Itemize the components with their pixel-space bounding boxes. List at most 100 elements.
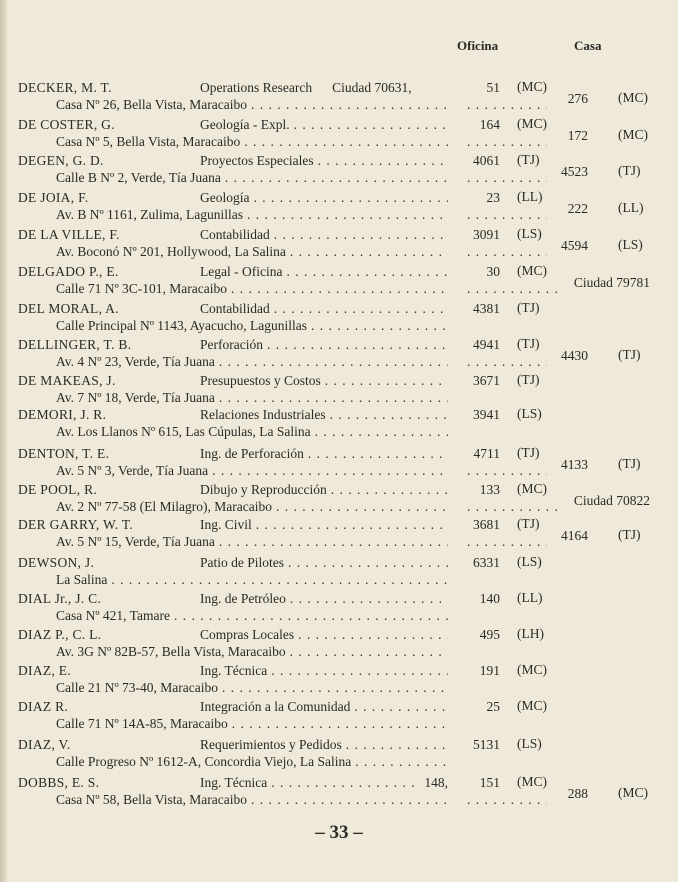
home-address: Casa Nº 5, Bella Vista, Maracaibo. . . .… xyxy=(56,134,448,150)
address-text: Calle Principal Nº 1143, Ayacucho, Lagun… xyxy=(56,318,308,333)
address-text: Casa Nº 421, Tamare xyxy=(56,608,170,623)
home-address: Calle Progreso Nº 1612-A, Concordia Viej… xyxy=(56,754,448,770)
office-location: (TJ) xyxy=(517,300,540,315)
office-location: (TJ) xyxy=(517,372,540,387)
dot-leader: . . . . . . . . . . . . . . . . . . . . … xyxy=(222,680,448,695)
dot-leader: . . . . . . . . . . . . . . . . . . . . … xyxy=(289,244,448,259)
dot-leader: . . . . . . . . . . . . . . . . . . . . … xyxy=(311,318,448,333)
directory-entry: DECKER, M. T. Operations Research Ciudad 7… xyxy=(0,79,678,116)
dot-leader: . . . . . . . . . . . . . . . . . . . . … xyxy=(218,534,448,549)
office-number: 23 xyxy=(486,190,501,205)
office-location: (TJ) xyxy=(517,152,540,167)
person-name: DIAZ R. xyxy=(18,699,69,714)
office-number: 6331 xyxy=(473,555,500,570)
office-location: (LL) xyxy=(517,189,543,204)
directory-entry: DENTON, T. E. Ing. de Perforación. . . . … xyxy=(0,445,678,482)
home-address: Av. 7 Nº 18, Verde, Tía Juana. . . . . .… xyxy=(56,390,448,406)
dot-leader: . . . . . . . . . . . . . . . . . . . . … xyxy=(289,644,448,659)
directory-entry: DEWSON, J. Patio de Pilotes . . . . . . . … xyxy=(0,554,678,591)
dot-leader: . . . . . . . . . . . . . . . . . . . . … xyxy=(354,699,448,714)
person-name: DOBBS, E. S. xyxy=(18,775,100,790)
dot-leader: . . . . . . . . . . . . . . . . . . . . … xyxy=(293,117,448,132)
directory-entry: DE LA VILLE, F. Contabilidad. . . . . . .… xyxy=(0,226,678,263)
column-header-casa: Casa xyxy=(574,38,602,53)
dot-leader: . . . . . . . . . . . . . . . . . . . . … xyxy=(218,354,448,369)
person-name: DELLINGER, T. B. xyxy=(18,337,132,352)
address-text: La Salina xyxy=(56,572,108,587)
casa-location: (MC) xyxy=(618,785,648,800)
department-name: Geología - Expl. xyxy=(200,117,290,132)
office-location: (LH) xyxy=(517,626,544,641)
casa-number: Ciudad 79781 xyxy=(573,275,650,290)
casa-number: 4523 xyxy=(561,164,588,179)
directory-entry: DELLINGER, T. B. Perforación . . . . . . .… xyxy=(0,336,678,373)
dot-leader: . . . . . . . . . . . . . . . . . . . . … xyxy=(250,792,448,807)
dot-leader: . . . . . . . . . . . . . . . . . . . . … xyxy=(224,170,448,185)
person-name: DIAZ, V. xyxy=(18,737,71,752)
office-number: 51 xyxy=(486,80,501,95)
department-name: Ing. Civil xyxy=(200,517,252,532)
office-number: 5131 xyxy=(473,737,500,752)
address-text: Av. 5 Nº 3, Verde, Tía Juana xyxy=(56,463,209,478)
home-address: Casa Nº 26, Bella Vista, Maracaibo. . . … xyxy=(56,97,448,113)
home-address: Calle 71 Nº 3C-101, Maracaibo. . . . . .… xyxy=(56,281,448,297)
dot-leader: . . . . . . . . . . . . . . . . . . . . … xyxy=(231,716,448,731)
dot-leader: . . . . . . . . . . . . . . . . . . . . … xyxy=(467,534,547,549)
office-location: (MC) xyxy=(517,774,547,789)
department-name: Operations Research xyxy=(200,80,313,95)
person-name: DECKER, M. T. xyxy=(18,80,112,95)
person-name: DEMORI, J. R. xyxy=(18,407,107,422)
dot-leader: . . . . . . . . . . . . . . . . . . . . … xyxy=(271,663,448,678)
dot-leader: . . . . . . . . . . . . . . . . . . . . … xyxy=(467,463,547,478)
person-name: DEGEN, G. D. xyxy=(18,153,104,168)
dot-leader: . . . . . . . . . . . . . . . . . . . . … xyxy=(467,244,547,259)
casa-number: 4133 xyxy=(561,457,588,472)
office-location: (LS) xyxy=(517,736,542,751)
address-text: Av. 2 Nº 77-58 (El Milagro), Maracaibo xyxy=(56,499,272,514)
casa-location: (MC) xyxy=(618,127,648,142)
office-number: 140 xyxy=(479,591,500,606)
department-name: Perforación xyxy=(200,337,263,352)
office-location: (TJ) xyxy=(517,336,540,351)
department: Geología. . . . . . . . . . . . . . . . … xyxy=(200,190,448,206)
person-name: DE MAKEAS, J. xyxy=(18,373,116,388)
dot-leader: . . . . . . . . . . . . . . . . . . . . … xyxy=(467,97,547,112)
department-extra: 148, xyxy=(424,775,448,790)
directory-entry: DE MAKEAS, J. Presupuestos y Costos. . . … xyxy=(0,372,678,409)
department-name: Contabilidad xyxy=(200,301,270,316)
casa-location: (TJ) xyxy=(618,527,641,542)
office-number: 133 xyxy=(479,482,500,497)
person-name: DELGADO P., E. xyxy=(18,264,119,279)
casa-location: (LS) xyxy=(618,237,643,252)
home-address: La Salina. . . . . . . . . . . . . . . .… xyxy=(56,572,448,588)
dot-leader: . . . . . . . . . . . . . . . . . . . . … xyxy=(467,499,557,514)
dot-leader: . . . . . . . . . . . . . . . . . . . . … xyxy=(273,227,448,242)
department: Geología - Expl.. . . . . . . . . . . . … xyxy=(200,117,448,133)
directory-entry: DIAZ R. Integración a la Comunidad. . . .… xyxy=(0,698,678,735)
home-address: Casa Nº 58, Bella Vista, Maracaibo. . . … xyxy=(56,792,448,808)
dot-leader: . . . . . . . . . . . . . . . . . . . . … xyxy=(212,463,448,478)
address-text: Calle B Nº 2, Verde, Tía Juana xyxy=(56,170,221,185)
directory-entry: DEL MORAL, A. Contabilidad . . . . . . . .… xyxy=(0,300,678,337)
casa-number: 288 xyxy=(567,786,588,801)
dot-leader: . . . . . . . . . . . . . . . . . . . . … xyxy=(467,792,547,807)
casa-number: 4164 xyxy=(561,528,588,543)
address-text: Casa Nº 5, Bella Vista, Maracaibo xyxy=(56,134,241,149)
address-text: Casa Nº 26, Bella Vista, Maracaibo xyxy=(56,97,247,112)
office-location: (LS) xyxy=(517,406,542,421)
department-name: Relaciones Industriales xyxy=(200,407,326,422)
department-name: Ing. de Petróleo xyxy=(200,591,286,606)
address-text: Av. 7 Nº 18, Verde, Tía Juana xyxy=(56,390,215,405)
dot-leader: . . . . . . . . . . . . . . . . . . . . … xyxy=(250,97,448,112)
department-name: Compras Locales xyxy=(200,627,295,642)
person-name: DER GARRY, W. T. xyxy=(18,517,134,532)
dot-leader: . . . . . . . . . . . . . . . . . . . . … xyxy=(329,407,448,422)
office-number: 191 xyxy=(479,663,500,678)
dot-leader: . . . . . . . . . . . . . . . . . . . . … xyxy=(111,572,448,587)
person-name: DE JOIA, F. xyxy=(18,190,89,205)
department-name: Ing. Técnica xyxy=(200,775,268,790)
home-address: Av. 4 Nº 23, Verde, Tía Juana. . . . . .… xyxy=(56,354,448,370)
person-name: DEL MORAL, A. xyxy=(18,301,119,316)
office-number: 3941 xyxy=(473,407,500,422)
address-text: Calle 71 Nº 14A-85, Maracaibo xyxy=(56,716,228,731)
